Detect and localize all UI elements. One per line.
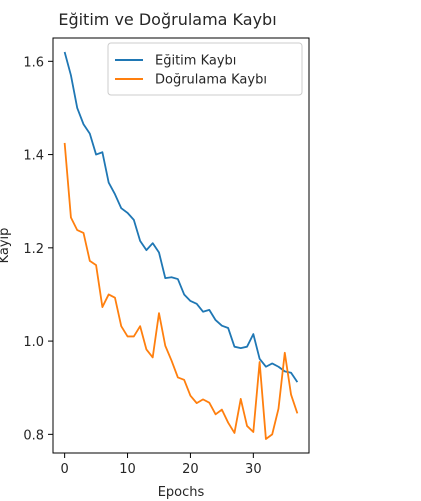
y-tick-label: 1.2 bbox=[23, 242, 44, 257]
x-tick-label: 20 bbox=[182, 462, 199, 477]
legend: Eğitim Kaybı Doğrulama Kaybı bbox=[107, 42, 303, 96]
x-axis-label: Epochs bbox=[158, 485, 205, 500]
x-tick-label: 0 bbox=[60, 462, 68, 477]
y-axis-label: Kayıp bbox=[0, 228, 12, 264]
series-line-0 bbox=[63, 51, 299, 383]
series-line-1 bbox=[63, 142, 299, 440]
plot-area bbox=[53, 38, 309, 453]
y-tick-label: 1.4 bbox=[23, 149, 44, 164]
y-tick-label: 1.0 bbox=[23, 335, 44, 350]
legend-label-egitim: Eğitim Kaybı bbox=[155, 54, 236, 69]
y-tick-label: 1.6 bbox=[23, 55, 44, 70]
y-tick-label: 0.8 bbox=[23, 428, 44, 443]
chart-title: Eğitim ve Doğrulama Kaybı bbox=[58, 10, 276, 29]
x-axis-ticks: 0 10 20 30 bbox=[60, 453, 262, 477]
y-axis-ticks: 0.8 1.0 1.2 1.4 1.6 bbox=[23, 55, 53, 443]
legend-box bbox=[107, 42, 303, 96]
plot-frame bbox=[52, 37, 310, 454]
x-tick-label: 30 bbox=[245, 462, 262, 477]
x-tick-label: 10 bbox=[119, 462, 136, 477]
series-lines bbox=[63, 51, 299, 440]
legend-label-dogrulama: Doğrulama Kaybı bbox=[155, 73, 267, 88]
